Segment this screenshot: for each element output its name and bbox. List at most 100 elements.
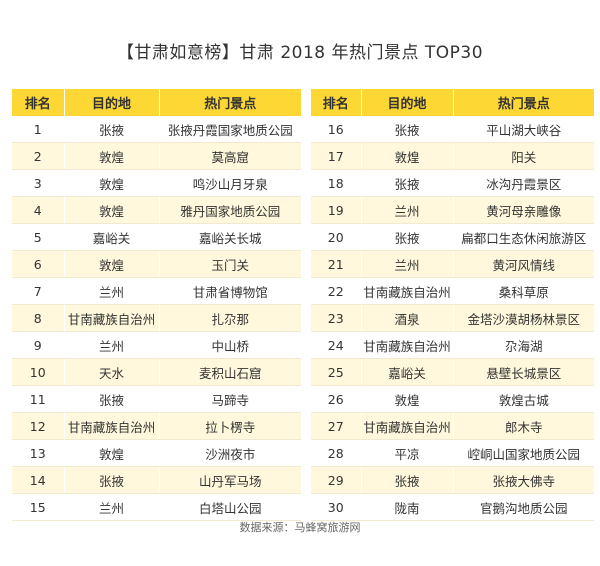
attraction-cell: 沙洲夜市 (159, 439, 301, 467)
rank-cell: 14 (12, 466, 65, 494)
attraction-cell: 拉卜楞寺 (159, 412, 301, 440)
destination-cell: 张掖 (361, 116, 454, 143)
attraction-cell: 雅丹国家地质公园 (159, 196, 301, 224)
attraction-cell: 黄河风情线 (453, 250, 594, 278)
rank-cell: 23 (311, 304, 362, 332)
table-row: 6 敦煌 玉门关 (12, 250, 301, 278)
rank-cell: 7 (12, 277, 65, 305)
destination-cell: 甘南藏族自治州 (64, 412, 160, 440)
destination-cell: 兰州 (64, 277, 160, 305)
rank-cell: 15 (12, 493, 65, 521)
destination-cell: 甘南藏族自治州 (64, 304, 160, 332)
attraction-cell: 嘉峪关长城 (159, 223, 301, 251)
attraction-cell: 崆峒山国家地质公园 (453, 439, 594, 467)
table-header-row: 排名 目的地 热门景点 (311, 89, 594, 116)
attraction-cell: 张掖大佛寺 (453, 466, 594, 494)
table-row: 21 兰州 黄河风情线 (311, 250, 594, 278)
destination-cell: 敦煌 (64, 142, 160, 170)
destination-column-header: 目的地 (361, 89, 454, 116)
table-row: 26 敦煌 敦煌古城 (311, 385, 594, 413)
destination-cell: 兰州 (361, 250, 454, 278)
rank-cell: 26 (311, 385, 362, 413)
table-row: 5 嘉峪关 嘉峪关长城 (12, 223, 301, 251)
destination-cell: 敦煌 (64, 169, 160, 197)
rank-column-header: 排名 (311, 89, 362, 116)
rank-cell: 12 (12, 412, 65, 440)
attraction-cell: 麦积山石窟 (159, 358, 301, 386)
destination-cell: 敦煌 (64, 250, 160, 278)
attraction-cell: 扁都口生态休闲旅游区 (453, 223, 594, 251)
rank-cell: 5 (12, 223, 65, 251)
destination-cell: 兰州 (64, 493, 160, 521)
destination-cell: 张掖 (64, 466, 160, 494)
attraction-cell: 黄河母亲雕像 (453, 196, 594, 224)
rank-cell: 16 (311, 116, 362, 143)
ranking-table-left: 排名 目的地 热门景点 1 张掖 张掖丹霞国家地质公园 2 敦煌 莫高窟 3 敦煌 鸣沙山月牙泉… (12, 89, 301, 521)
attraction-cell: 扎尕那 (159, 304, 301, 332)
table-row: 20 张掖 扁都口生态休闲旅游区 (311, 223, 594, 251)
destination-cell: 嘉峪关 (64, 223, 160, 251)
data-source-note: 数据来源：马蜂窝旅游网 (239, 521, 361, 534)
destination-cell: 天水 (64, 358, 160, 386)
page-title: 【甘肃如意榜】甘肃 2018 年热门景点 TOP30 (116, 43, 484, 63)
attraction-cell: 桑科草原 (453, 277, 594, 305)
rank-cell: 17 (311, 142, 362, 170)
table-row: 18 张掖 冰沟丹霞景区 (311, 169, 594, 197)
destination-cell: 陇南 (361, 493, 454, 521)
table-row: 30 陇南 官鹅沟地质公园 (311, 493, 594, 521)
table-row: 28 平凉 崆峒山国家地质公园 (311, 439, 594, 467)
destination-cell: 张掖 (361, 466, 454, 494)
destination-cell: 敦煌 (64, 439, 160, 467)
attraction-cell: 郎木寺 (453, 412, 594, 440)
table-row: 12 甘南藏族自治州 拉卜楞寺 (12, 412, 301, 440)
destination-cell: 兰州 (361, 196, 454, 224)
destination-cell: 张掖 (64, 116, 160, 143)
rank-cell: 30 (311, 493, 362, 521)
table-row: 13 敦煌 沙洲夜市 (12, 439, 301, 467)
destination-cell: 酒泉 (361, 304, 454, 332)
table-row: 19 兰州 黄河母亲雕像 (311, 196, 594, 224)
attraction-cell: 悬壁长城景区 (453, 358, 594, 386)
attraction-column-header: 热门景点 (453, 89, 594, 116)
table-row: 15 兰州 白塔山公园 (12, 493, 301, 521)
rank-cell: 1 (12, 116, 65, 143)
rank-cell: 19 (311, 196, 362, 224)
destination-cell: 张掖 (64, 385, 160, 413)
rank-cell: 2 (12, 142, 65, 170)
rank-cell: 28 (311, 439, 362, 467)
rank-cell: 21 (311, 250, 362, 278)
rank-cell: 22 (311, 277, 362, 305)
table-row: 24 甘南藏族自治州 尕海湖 (311, 331, 594, 359)
rank-cell: 13 (12, 439, 65, 467)
destination-cell: 兰州 (64, 331, 160, 359)
table-header-row: 排名 目的地 热门景点 (12, 89, 301, 116)
attraction-cell: 尕海湖 (453, 331, 594, 359)
attraction-column-header: 热门景点 (159, 89, 301, 116)
ranking-table-right: 排名 目的地 热门景点 16 张掖 平山湖大峡谷 17 敦煌 阳关 18 张掖 冰沟丹霞景区 19… (311, 89, 594, 521)
rank-cell: 20 (311, 223, 362, 251)
destination-cell: 嘉峪关 (361, 358, 454, 386)
destination-column-header: 目的地 (64, 89, 160, 116)
attraction-cell: 山丹军马场 (159, 466, 301, 494)
rank-cell: 8 (12, 304, 65, 332)
table-row: 16 张掖 平山湖大峡谷 (311, 116, 594, 143)
table-row: 10 天水 麦积山石窟 (12, 358, 301, 386)
rank-cell: 4 (12, 196, 65, 224)
attraction-cell: 鸣沙山月牙泉 (159, 169, 301, 197)
rank-cell: 3 (12, 169, 65, 197)
table-row: 23 酒泉 金塔沙漠胡杨林景区 (311, 304, 594, 332)
rank-cell: 10 (12, 358, 65, 386)
rank-cell: 18 (311, 169, 362, 197)
rank-cell: 6 (12, 250, 65, 278)
attraction-cell: 玉门关 (159, 250, 301, 278)
table-row: 11 张掖 马蹄寺 (12, 385, 301, 413)
rank-cell: 27 (311, 412, 362, 440)
table-row: 8 甘南藏族自治州 扎尕那 (12, 304, 301, 332)
rank-cell: 9 (12, 331, 65, 359)
table-row: 29 张掖 张掖大佛寺 (311, 466, 594, 494)
attraction-cell: 平山湖大峡谷 (453, 116, 594, 143)
destination-cell: 张掖 (361, 223, 454, 251)
rank-cell: 25 (311, 358, 362, 386)
attraction-cell: 敦煌古城 (453, 385, 594, 413)
rank-cell: 24 (311, 331, 362, 359)
